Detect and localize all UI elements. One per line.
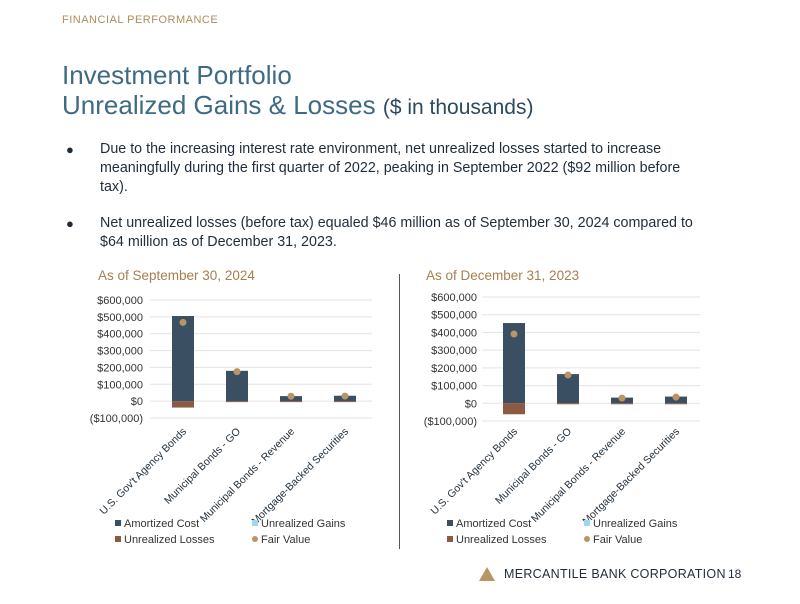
legend-swatch-icon [447, 536, 453, 542]
bullet-item: ● Due to the increasing interest rate en… [66, 140, 706, 197]
y-tick-label: $200,000 [97, 362, 143, 374]
bullet-text: Net unrealized losses (before tax) equal… [100, 215, 693, 250]
bar-unrealized-losses [503, 403, 525, 415]
x-category-label: Municipal Bonds - Revenue [529, 426, 628, 525]
bullet-dot-icon: ● [66, 142, 74, 157]
legend-label: Amortized Cost [456, 518, 531, 530]
fair-value-marker [179, 318, 187, 326]
bar-unrealized-losses [611, 403, 633, 405]
y-tick-label: $500,000 [431, 310, 477, 322]
bar-amortized-cost [226, 370, 248, 402]
legend-swatch-icon [584, 536, 590, 542]
bar-unrealized-losses [665, 403, 687, 405]
fair-value-marker [287, 392, 295, 400]
chart-title-dec-2023: As of December 31, 2023 [426, 268, 580, 283]
chart-dec-2023: ($100,000) $0 $100,000 $200,000 $300,000 $400… [424, 292, 700, 546]
bullet-item: ● Net unrealized losses (before tax) equ… [66, 214, 706, 252]
x-category-label: Mortgage-Backed Securities [580, 426, 682, 528]
legend-swatch-icon [584, 520, 590, 526]
chart-sep-2024: ($100,000) $0 $100,000 $200,000 $300,000 $400… [90, 295, 372, 546]
title-line-1: Investment Portfolio [62, 60, 292, 90]
legend-swatch-icon [252, 520, 258, 526]
legend-swatch-icon [115, 536, 121, 542]
y-tick-label: $100,000 [431, 381, 477, 393]
bar-amortized-cost [503, 323, 525, 404]
title-line-2-main: Unrealized Gains & Losses [62, 90, 376, 120]
legend-label: Unrealized Gains [593, 518, 678, 530]
bar-unrealized-losses [172, 401, 194, 408]
y-tick-label: $0 [131, 396, 143, 408]
fair-value-marker [618, 394, 626, 402]
bar-unrealized-losses [226, 401, 248, 403]
page-number: 18 [728, 567, 742, 581]
bar-unrealized-losses [334, 401, 356, 403]
fair-value-marker [341, 392, 349, 400]
y-tick-label: $100,000 [97, 379, 143, 391]
y-tick-label: $400,000 [97, 329, 143, 341]
bar-unrealized-losses [557, 403, 579, 405]
fair-value-marker [233, 368, 241, 376]
title-line-2: Unrealized Gains & Losses ($ in thousand… [62, 90, 533, 123]
bar-amortized-cost [557, 374, 579, 404]
legend-label: Fair Value [593, 534, 642, 546]
fair-value-marker [564, 371, 572, 379]
y-tick-label: $300,000 [431, 345, 477, 357]
x-category-label: U.S. Gov't Agency Bonds [97, 426, 189, 518]
legend-label: Amortized Cost [124, 518, 199, 530]
company-name: MERCANTILE BANK CORPORATION [504, 567, 726, 581]
bullet-list: ● Due to the increasing interest rate en… [66, 140, 706, 269]
bullet-dot-icon: ● [66, 216, 74, 231]
y-tick-label: $500,000 [97, 312, 143, 324]
y-tick-label: $600,000 [431, 292, 477, 304]
legend-swatch-icon [447, 520, 453, 526]
legend-label: Fair Value [261, 534, 310, 546]
bullet-text: Due to the increasing interest rate envi… [100, 141, 681, 195]
y-tick-label: $0 [465, 398, 477, 410]
fair-value-marker [510, 330, 518, 338]
company-logo-triangle-icon [479, 567, 495, 581]
y-tick-label: $200,000 [431, 363, 477, 375]
bar-amortized-cost [172, 316, 194, 402]
y-tick-label: $400,000 [431, 327, 477, 339]
legend-label: Unrealized Losses [124, 534, 215, 546]
chart-title-sep-2024: As of September 30, 2024 [98, 268, 255, 283]
title-units: ($ in thousands) [382, 96, 534, 119]
y-tick-label: $300,000 [97, 346, 143, 358]
bar-unrealized-losses [280, 401, 302, 403]
legend-swatch-icon [252, 536, 258, 542]
legend-swatch-icon [115, 520, 121, 526]
x-category-label: Municipal Bonds - Revenue [198, 426, 297, 525]
y-tick-label: ($100,000) [424, 416, 477, 428]
chart-divider [399, 274, 400, 549]
y-tick-label: ($100,000) [90, 413, 143, 425]
x-category-label: U.S. Gov't Agency Bonds [428, 426, 520, 518]
legend-label: Unrealized Gains [261, 518, 346, 530]
legend-label: Unrealized Losses [456, 534, 547, 546]
fair-value-marker [672, 393, 680, 401]
section-kicker: FINANCIAL PERFORMANCE [62, 14, 219, 26]
footer-brand: MERCANTILE BANK CORPORATION [478, 564, 726, 584]
x-category-label: Mortgage-Backed Securities [249, 426, 351, 528]
y-tick-label: $600,000 [97, 295, 143, 307]
page-title: Investment Portfolio Unrealized Gains & … [62, 60, 533, 123]
